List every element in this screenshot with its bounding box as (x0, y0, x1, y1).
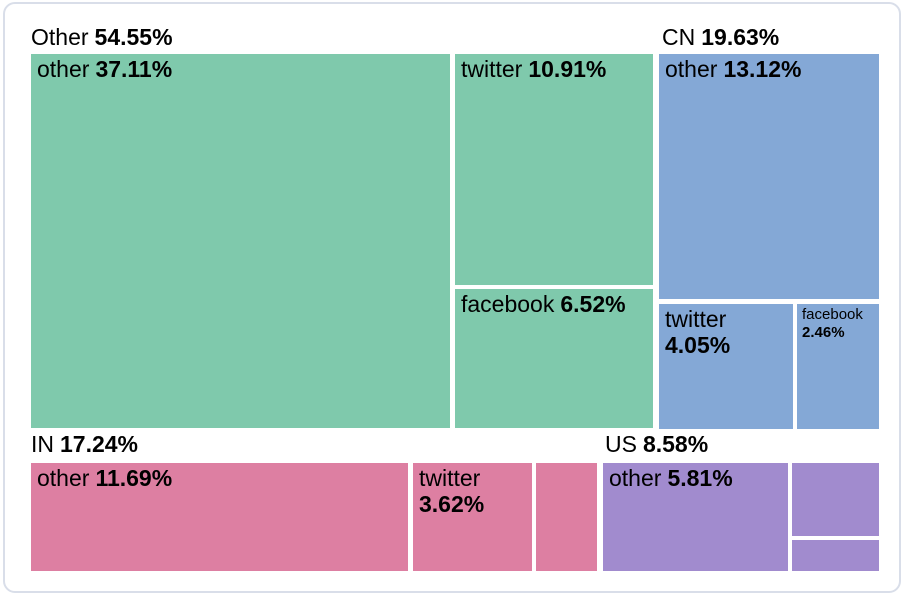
cell-percent: 5.81% (667, 465, 733, 491)
cell-cn-facebook[interactable]: facebook 2.46% (797, 304, 879, 429)
cell-label: twitter (665, 306, 727, 332)
cell-cn-other[interactable]: other 13.12% (659, 54, 879, 299)
cell-other-other[interactable]: other 37.11% (31, 54, 450, 428)
cell-percent: 13.12% (723, 56, 802, 82)
group-percent: 19.63% (701, 24, 780, 50)
cell-percent: 4.05% (665, 331, 731, 358)
cell-us-other[interactable]: other 5.81% (603, 463, 788, 571)
cell-percent: 6.52% (560, 291, 626, 317)
cell-percent: 37.11% (95, 56, 173, 82)
cell-us-unlabeled-2[interactable] (792, 540, 879, 571)
group-label: US (605, 431, 637, 457)
group-percent: 8.58% (642, 431, 709, 457)
group-title-cn: CN 19.63% (662, 25, 779, 49)
cell-label: other (665, 56, 718, 82)
cell-other-facebook[interactable]: facebook 6.52% (455, 289, 653, 428)
group-title-in: IN 17.24% (31, 432, 138, 456)
cell-cn-twitter[interactable]: twitter 4.05% (659, 304, 793, 429)
cell-in-other[interactable]: other 11.69% (31, 463, 408, 571)
cell-other-twitter[interactable]: twitter 10.91% (455, 54, 653, 285)
group-percent: 17.24% (60, 431, 139, 457)
group-label: IN (31, 431, 54, 457)
cell-label: other (37, 465, 90, 491)
group-label: Other (31, 24, 89, 50)
cell-label: other (37, 56, 90, 82)
cell-label: facebook (802, 306, 863, 323)
cell-label: other (609, 465, 662, 491)
group-title-other: Other 54.55% (31, 25, 173, 49)
cell-percent: 10.91% (528, 56, 607, 82)
cell-label: facebook (461, 291, 555, 317)
cell-percent: 11.69% (95, 465, 173, 491)
group-label: CN (662, 24, 696, 50)
cell-label: twitter (461, 56, 523, 82)
cell-in-unlabeled[interactable] (536, 463, 597, 571)
cell-us-unlabeled-1[interactable] (792, 463, 879, 536)
group-percent: 54.55% (94, 24, 173, 50)
cell-in-twitter[interactable]: twitter 3.62% (413, 463, 532, 571)
group-title-us: US 8.58% (605, 432, 708, 456)
cell-label: twitter (419, 465, 481, 491)
cell-percent: 3.62% (419, 490, 485, 517)
cell-percent: 2.46% (802, 323, 845, 341)
